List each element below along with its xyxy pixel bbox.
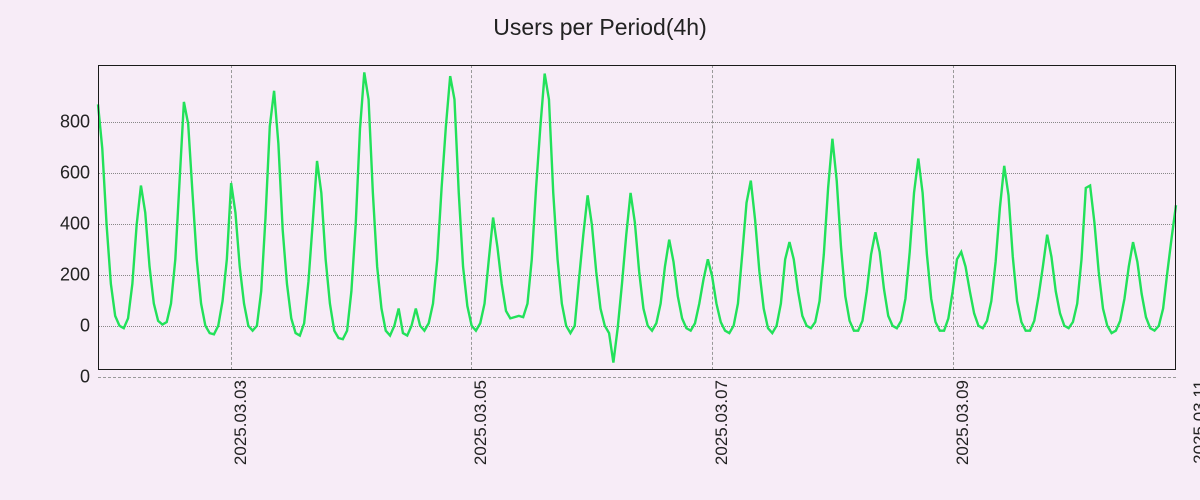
ytick-1000: 800 bbox=[60, 112, 90, 133]
gridline-0 bbox=[98, 377, 1176, 378]
xtick-0303: 2025.03.03 bbox=[231, 380, 251, 465]
plot-border bbox=[98, 65, 1176, 370]
xtick-0305: 2025.03.05 bbox=[471, 380, 491, 465]
ytick-400: 200 bbox=[60, 265, 90, 286]
plot-area: 800 600 400 200 0 0 2025.03.03 2025.03.0… bbox=[98, 65, 1176, 370]
ytick-800: 600 bbox=[60, 163, 90, 184]
xtick-0307: 2025.03.07 bbox=[712, 380, 732, 465]
xtick-0311: 2025.03.11 bbox=[1190, 380, 1200, 464]
ytick-200: 0 bbox=[80, 316, 90, 337]
chart-title: Users per Period(4h) bbox=[0, 14, 1200, 41]
xtick-0309: 2025.03.09 bbox=[953, 380, 973, 465]
chart-container: Users per Period(4h) 800 600 400 200 0 0… bbox=[0, 0, 1200, 500]
ytick-600: 400 bbox=[60, 214, 90, 235]
ytick-0: 0 bbox=[80, 367, 90, 388]
